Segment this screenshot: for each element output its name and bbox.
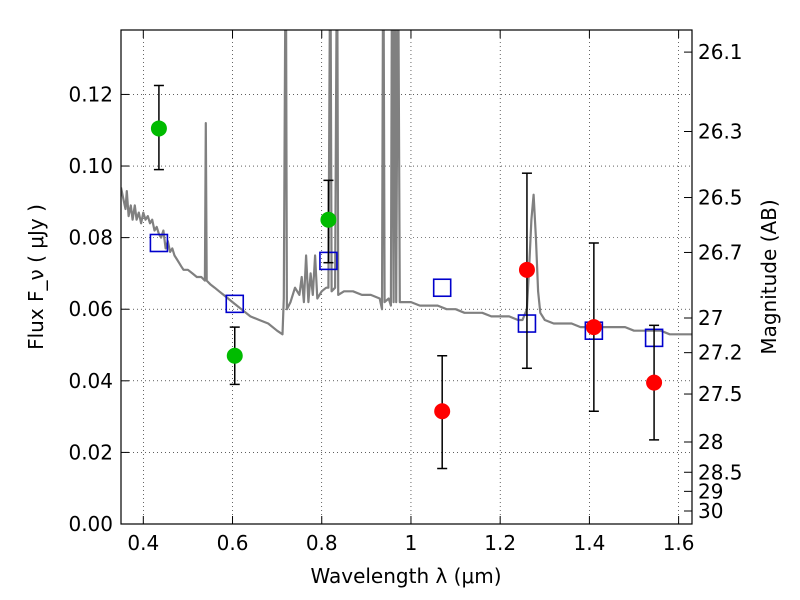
mag-tick-label: 27.5 [698, 382, 743, 406]
y-tick-label: 0.02 [68, 440, 113, 464]
spectrum-line [121, 30, 692, 336]
mag-tick-label: 26.1 [698, 40, 743, 64]
mag-tick-label: 30 [698, 499, 723, 523]
plot-frame [120, 29, 693, 525]
y-tick-label: 0.10 [68, 154, 113, 178]
y-tick-label: 0.00 [68, 512, 113, 536]
y-tick-label: 0.04 [68, 369, 113, 393]
y-tick-label: 0.06 [68, 297, 113, 321]
y-tick-label: 0.08 [68, 226, 113, 250]
model-square-marker [225, 294, 245, 314]
mag-tick-label: 27.2 [698, 341, 743, 365]
model-square-marker [432, 278, 452, 298]
flux-point [226, 347, 243, 364]
flux-point [518, 261, 535, 278]
x-tick-label: 1.2 [484, 531, 516, 555]
x-tick-label: 1 [405, 531, 418, 555]
mag-tick-label: 27 [698, 306, 723, 330]
mag-tick-label: 26.5 [698, 186, 743, 210]
x-tick-label: 0.6 [217, 531, 249, 555]
x-tick-label: 0.8 [306, 531, 338, 555]
flux-point [320, 211, 337, 228]
flux-point [150, 120, 167, 137]
y-axis-label: Flux F_ν ( μJy ) [24, 204, 48, 350]
flux-point [646, 374, 663, 391]
x-tick-label: 1.4 [573, 531, 605, 555]
model-spectrum [121, 30, 692, 336]
flux-point [585, 319, 602, 336]
x-tick-label: 0.4 [127, 531, 159, 555]
mag-tick-label: 26.7 [698, 240, 743, 264]
y-tick-label: 0.12 [68, 82, 113, 106]
x-tick-label: 1.6 [663, 531, 695, 555]
model-square-marker [149, 233, 169, 253]
mag-tick-label: 29 [698, 479, 723, 503]
y2-axis-label: Magnitude (AB) [757, 199, 781, 354]
x-axis-label: Wavelength λ (μm) [310, 564, 501, 588]
mag-tick-label: 28 [698, 430, 723, 454]
axis-ticks: 0.4 0.6 0.8 1 1.2 1.4 1.6 0.00 0.02 0.04 0.06 0.08 0… [68, 30, 743, 555]
mag-tick-label: 26.3 [698, 119, 743, 143]
observed-flux-points [150, 84, 663, 470]
mag-tick-label: 28.5 [698, 460, 743, 484]
flux-point [434, 403, 451, 420]
model-photometry-squares [149, 233, 664, 348]
